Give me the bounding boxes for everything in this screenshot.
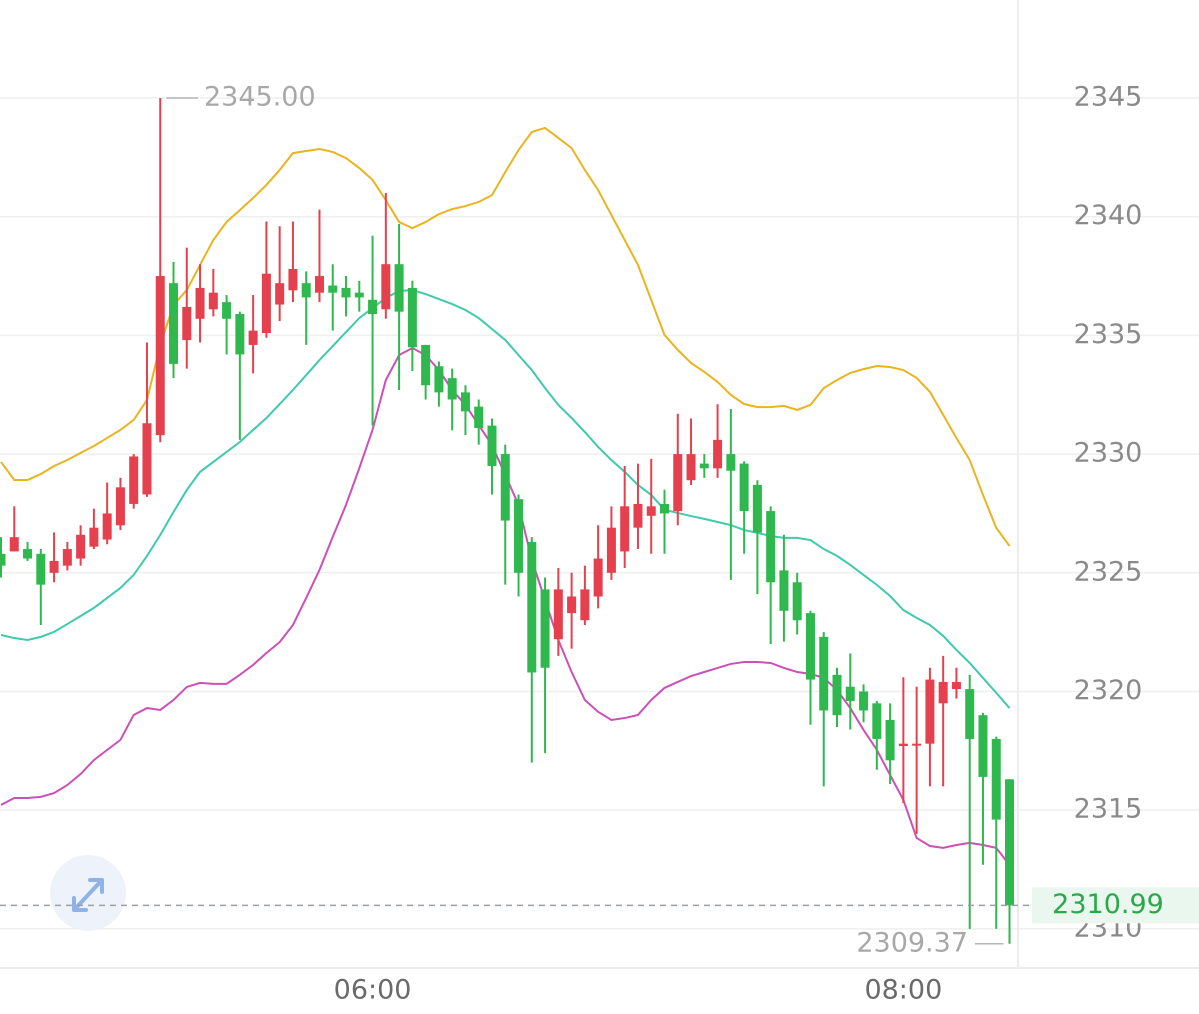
- candle-body: [713, 439, 723, 469]
- candle-body: [208, 292, 218, 310]
- candle-body: [726, 454, 736, 471]
- candle-body: [620, 506, 630, 552]
- candle-body: [540, 589, 550, 668]
- candle-body: [527, 541, 537, 673]
- candle-body: [460, 392, 470, 412]
- y-tick-label: 2325: [1074, 556, 1143, 587]
- candle-body: [102, 513, 112, 540]
- candle-body: [142, 423, 152, 495]
- candle-body: [169, 283, 179, 364]
- candle-body: [354, 292, 364, 298]
- candle-body: [434, 366, 444, 393]
- candle-body: [288, 268, 298, 291]
- candle-body: [699, 463, 709, 469]
- band-line: [0, 346, 1011, 866]
- candle-body: [673, 454, 683, 512]
- candle-body: [235, 314, 245, 355]
- candle-body: [76, 534, 86, 559]
- x-tick-label: 08:00: [864, 975, 942, 1006]
- candle-body: [407, 287, 417, 348]
- candle-body: [500, 454, 510, 521]
- candle-body: [872, 703, 882, 739]
- candle-body: [89, 527, 99, 547]
- y-tick-label: 2315: [1074, 794, 1143, 825]
- candle-body: [606, 527, 616, 573]
- candle-body: [222, 302, 232, 319]
- candle-body: [752, 484, 762, 533]
- last-price-box: [1032, 887, 1199, 924]
- candle-body: [553, 589, 563, 640]
- candle-body: [0, 553, 6, 566]
- candle-body: [129, 456, 139, 504]
- high-marker-label: 2345.00: [204, 82, 316, 113]
- candle-body: [301, 283, 311, 298]
- candle-body: [991, 738, 1001, 820]
- candle-body: [646, 506, 656, 516]
- y-tick-label: 2345: [1074, 82, 1143, 113]
- expand-button[interactable]: [50, 855, 126, 931]
- candle-body: [766, 511, 776, 583]
- candle-body: [845, 686, 855, 701]
- candle-body: [859, 691, 869, 711]
- candle-body: [248, 330, 258, 345]
- candle-body: [447, 378, 457, 400]
- candle-body: [49, 560, 59, 573]
- candle-body: [633, 503, 643, 528]
- last-price-label: 2310.99: [1052, 889, 1164, 920]
- candle-body: [739, 463, 749, 512]
- candle-body: [182, 306, 192, 341]
- candle-body: [898, 743, 908, 747]
- candle-body: [832, 674, 842, 716]
- candle-body: [567, 596, 577, 614]
- y-tick-label: 2320: [1074, 675, 1143, 706]
- plot-area: [0, 98, 1015, 944]
- candle-body: [965, 689, 975, 739]
- grid: [0, 97, 1199, 930]
- candle-body: [805, 613, 815, 680]
- candle-body: [115, 487, 125, 526]
- candle-body: [381, 264, 391, 310]
- candle-body: [328, 285, 338, 293]
- candle-body: [580, 589, 590, 621]
- candle-body: [62, 549, 72, 566]
- candle-body: [474, 406, 484, 428]
- candle-body: [341, 287, 351, 298]
- candle-body: [925, 679, 935, 744]
- candle-body: [660, 503, 669, 514]
- candle-body: [1005, 779, 1015, 906]
- candle-body: [938, 681, 948, 704]
- candle-body: [36, 553, 46, 585]
- candle-body: [394, 264, 404, 312]
- candle-body: [951, 681, 961, 690]
- candle-body: [779, 570, 789, 611]
- y-tick-label: 2330: [1074, 438, 1143, 469]
- candle-body: [819, 636, 829, 711]
- candle-body: [155, 276, 165, 436]
- candle-body: [421, 344, 431, 386]
- candle-body: [261, 273, 271, 334]
- candle-body: [487, 425, 497, 466]
- candle-body: [885, 719, 895, 761]
- candle-body: [9, 537, 19, 552]
- candle-body: [275, 283, 285, 305]
- candle-body: [314, 276, 324, 293]
- y-tick-label: 2335: [1074, 319, 1143, 350]
- candle-body: [686, 454, 696, 481]
- low-marker-label: 2309.37: [856, 927, 968, 958]
- y-tick-label: 2340: [1074, 200, 1143, 231]
- candle-body: [195, 287, 205, 319]
- candle-body: [23, 549, 33, 559]
- candle-body: [514, 499, 524, 573]
- band-line: [0, 289, 1011, 709]
- candle-body: [978, 715, 988, 777]
- candle-body: [368, 299, 378, 315]
- candle-body: [912, 743, 922, 746]
- x-tick-label: 06:00: [334, 975, 412, 1006]
- candle-body: [593, 558, 603, 597]
- candle-body: [792, 582, 802, 621]
